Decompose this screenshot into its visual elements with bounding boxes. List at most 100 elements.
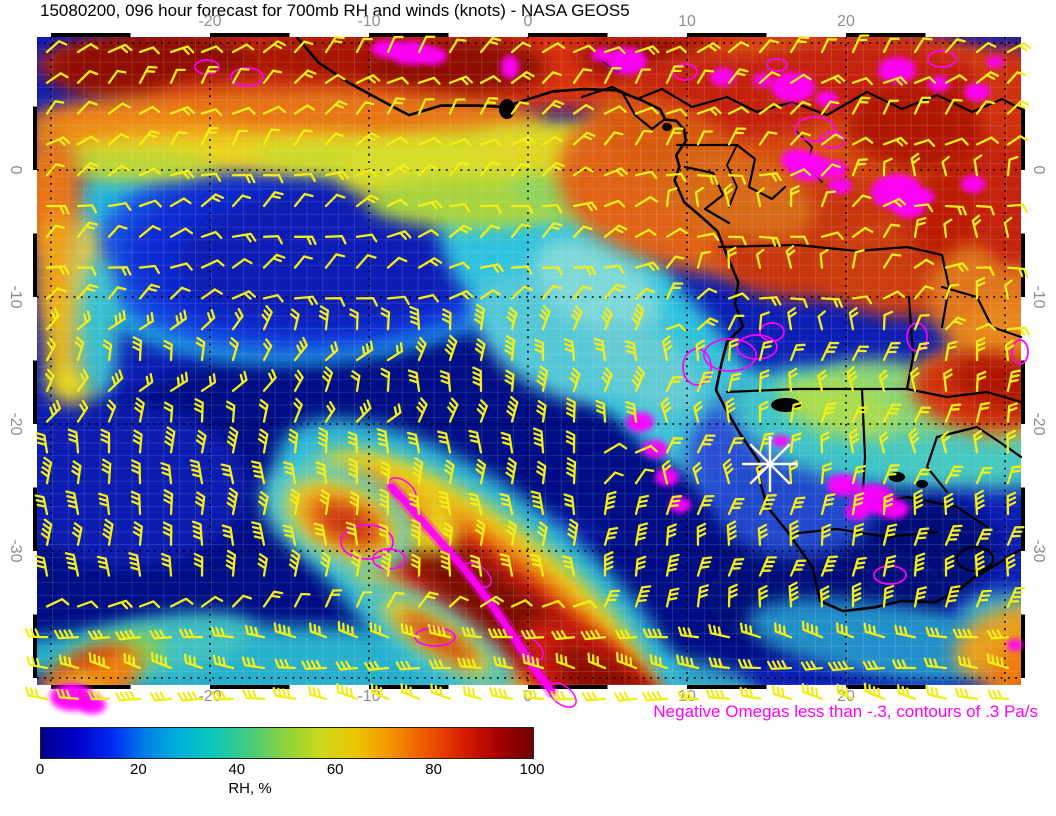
wind-barb	[499, 553, 514, 577]
wind-barb	[386, 256, 408, 269]
wind-barb	[851, 96, 871, 115]
wind-barb	[665, 172, 687, 183]
wind-barb	[488, 686, 514, 700]
wind-barb	[444, 459, 455, 485]
wind-barb	[210, 690, 235, 701]
wind-barb	[727, 583, 738, 608]
wind-barb	[634, 555, 647, 577]
wind-barb	[541, 99, 565, 115]
wind-barb	[479, 224, 501, 238]
wind-barb	[975, 71, 999, 84]
wind-barb	[262, 128, 281, 146]
colorbar-tick-label: 20	[130, 761, 147, 778]
wind-barb	[107, 599, 133, 610]
wind-barb	[386, 136, 409, 146]
wind-barb	[739, 686, 762, 700]
wind-barb	[665, 495, 683, 516]
top-axis-label: 0	[523, 13, 533, 30]
wind-barb	[350, 551, 362, 577]
wind-barb	[45, 399, 62, 423]
wind-barb	[986, 653, 1010, 670]
omega-contour-ring	[736, 334, 778, 360]
wind-barb	[625, 340, 638, 362]
wind-barb	[231, 106, 256, 115]
wind-barb	[324, 193, 346, 208]
map-frame-right	[1021, 33, 1025, 689]
wind-barb	[293, 397, 303, 423]
wind-barb	[665, 323, 687, 332]
wind-barb	[913, 314, 930, 331]
wind-barb	[696, 522, 707, 546]
wind-barb	[417, 76, 441, 85]
wind-barb	[820, 431, 830, 454]
wind-barb	[913, 76, 937, 84]
wind-barb	[649, 653, 669, 670]
wind-barb	[34, 555, 49, 577]
wind-barb	[708, 624, 731, 639]
wind-barb	[661, 459, 672, 485]
wind-barb	[758, 235, 781, 247]
wind-barb	[406, 431, 421, 454]
wind-barb	[301, 659, 328, 670]
wind-barb	[415, 336, 427, 362]
wind-barb	[200, 308, 216, 331]
wind-barb	[45, 368, 55, 392]
wind-barb	[634, 195, 659, 208]
wind-barb	[138, 199, 162, 208]
wind-barb	[386, 295, 410, 306]
wind-barb	[954, 687, 979, 700]
wind-barb	[262, 253, 286, 269]
wind-barb	[676, 654, 700, 670]
wind-barb	[565, 430, 576, 454]
bottom-axis-label: -20	[198, 688, 222, 705]
wind-barb	[102, 339, 113, 362]
wind-barb	[894, 624, 917, 639]
right-axis-label: -30	[1030, 539, 1047, 563]
wind-barb	[878, 431, 889, 454]
wind-barb	[448, 290, 474, 300]
wind-barb	[479, 96, 499, 115]
wind-barb	[293, 192, 314, 208]
wind-barb	[107, 164, 130, 177]
wind-barb	[510, 599, 533, 608]
wind-barb	[882, 290, 905, 300]
wind-barb	[725, 397, 736, 423]
wind-barb	[169, 286, 191, 300]
wind-barb	[200, 65, 219, 84]
wind-barb	[324, 132, 345, 146]
wind-barb	[138, 312, 154, 331]
wind-barb	[913, 552, 926, 577]
wind-barb	[355, 297, 378, 307]
wind-barb	[76, 283, 99, 300]
wind-barb	[975, 466, 993, 485]
wind-barb	[634, 129, 653, 146]
country-border	[725, 387, 1023, 404]
wind-barb	[447, 397, 459, 423]
wind-barb	[603, 224, 628, 238]
rh-field	[37, 37, 1021, 685]
wind-barb	[541, 266, 563, 276]
wind-barb	[603, 199, 626, 208]
lake	[499, 99, 515, 119]
wind-barb	[851, 226, 874, 238]
wind-barb	[572, 265, 597, 276]
wind-barb	[665, 376, 683, 392]
wind-barb	[975, 336, 986, 362]
wind-barb	[541, 284, 563, 300]
wind-barb	[789, 36, 810, 54]
wind-barb	[128, 552, 142, 577]
wind-barb	[355, 233, 378, 243]
wind-barb	[625, 400, 638, 423]
wind-barb	[572, 68, 593, 84]
wind-barb	[696, 232, 720, 242]
wind-barb	[722, 458, 734, 485]
wind-barb	[169, 309, 188, 331]
wind-barb	[587, 652, 607, 670]
wind-barb	[727, 235, 747, 246]
wind-barb	[324, 100, 348, 115]
wind-barb	[441, 308, 452, 331]
wind-barb	[76, 310, 92, 331]
wind-barb	[727, 372, 742, 392]
wind-barb	[758, 432, 775, 454]
wind-barb	[221, 524, 235, 546]
